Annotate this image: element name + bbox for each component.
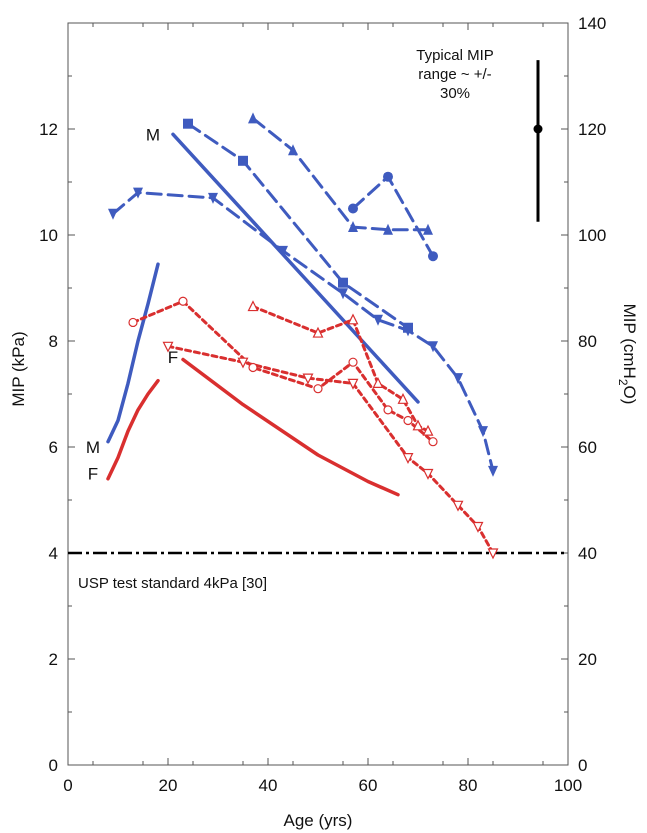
range-note-line: Typical MIP [416, 47, 494, 64]
x-tick-label: 20 [159, 776, 178, 795]
open-triangle-down-marker [237, 357, 249, 369]
reference-line-group: USP test standard 4kPa [30] Typical MIP ra… [68, 47, 568, 592]
y-tick-label: 4 [49, 544, 58, 563]
y2-tick-label: 40 [578, 544, 597, 563]
y-tick-label: 12 [39, 120, 58, 139]
series-line-4 [111, 191, 495, 473]
triangle-up-marker [383, 223, 393, 235]
square-marker [238, 155, 248, 166]
y2-tick-label: 100 [578, 226, 606, 245]
open-circle-marker [128, 317, 138, 328]
y2-tick-label: 20 [578, 650, 597, 669]
triangle-down-marker [108, 208, 118, 220]
series-line-6 [251, 116, 430, 232]
circle-marker [428, 251, 438, 262]
series-line-10 [166, 344, 495, 555]
triangle-up-marker [248, 112, 258, 124]
x-tick-label: 40 [259, 776, 278, 795]
open-circle-marker [348, 357, 358, 367]
y2-axis-title: MIP (cmH2O) [616, 304, 639, 405]
series-line-7 [351, 175, 435, 258]
series-label-m: M [86, 438, 100, 457]
square-marker [338, 277, 348, 288]
series-line-5 [186, 122, 410, 330]
series-label-m: M [146, 125, 160, 144]
triangle-down-marker [133, 187, 143, 199]
open-triangle-down-marker [302, 373, 314, 385]
plot-frame [67, 22, 569, 766]
range-note-line: 30% [440, 85, 470, 102]
y2-tick-label: 140 [578, 14, 606, 33]
open-circle-marker [383, 405, 393, 415]
open-circle-marker [313, 384, 323, 394]
series-line-1 [106, 378, 160, 481]
y-tick-label: 6 [49, 438, 58, 457]
markers-group [108, 112, 499, 560]
open-triangle-up-marker [412, 419, 424, 431]
y-tick-label: 10 [39, 226, 58, 245]
y2-axis-title-sub: 2 [616, 379, 630, 386]
y2-tick-label: 80 [578, 332, 597, 351]
series-line-0 [106, 262, 160, 444]
series-group [106, 116, 495, 555]
open-triangle-up-marker [312, 326, 324, 338]
open-triangle-up-marker [422, 424, 434, 436]
open-triangle-up-marker [397, 392, 409, 404]
y2-tick-label: 0 [578, 756, 587, 775]
x-tick-label: 60 [359, 776, 378, 795]
y-tick-label: 0 [49, 756, 58, 775]
y2-tick-label: 60 [578, 438, 597, 457]
open-triangle-down-marker [422, 468, 434, 480]
open-circle-marker [428, 437, 438, 447]
usp-standard-label: USP test standard 4kPa [30] [78, 575, 267, 592]
series-label-f: F [88, 465, 98, 484]
open-triangle-down-marker [402, 453, 414, 464]
x-axis-title: Age (yrs) [284, 811, 353, 830]
x-tick-label: 80 [459, 776, 478, 795]
triangle-down-marker [373, 314, 383, 326]
square-marker [403, 322, 413, 333]
open-triangle-up-marker [372, 377, 384, 388]
x-tick-label: 0 [63, 776, 72, 795]
open-triangle-up-marker [347, 313, 359, 325]
range-center-point [533, 124, 543, 134]
range-note-line: range ~ +/- [418, 66, 491, 83]
y-tick-label: 2 [49, 650, 58, 669]
triangle-down-marker [428, 341, 438, 353]
y-axis-title: MIP (kPa) [9, 331, 28, 406]
y2-axis-title-end: O) [620, 386, 639, 405]
open-triangle-down-marker [452, 500, 464, 512]
triangle-down-marker [338, 288, 348, 300]
y2-tick-label: 120 [578, 120, 606, 139]
series-label-f: F [168, 348, 178, 367]
open-circle-marker [178, 296, 188, 306]
plot-area-border [67, 22, 569, 766]
series-line-3 [181, 357, 400, 497]
square-marker [183, 118, 193, 129]
triangle-down-marker [453, 373, 463, 385]
open-triangle-up-marker [247, 300, 259, 312]
open-triangle-down-marker [472, 521, 484, 533]
circle-marker [348, 203, 358, 214]
open-triangle-down-marker [162, 341, 174, 353]
triangle-up-marker [423, 223, 433, 235]
y2-axis-title-main: MIP (cmH [620, 304, 639, 379]
x-tick-label: 100 [554, 776, 582, 795]
circle-marker [383, 171, 393, 182]
triangle-up-marker [348, 221, 358, 233]
triangle-down-marker [478, 426, 488, 438]
open-triangle-down-marker [347, 378, 359, 390]
triangle-down-marker [278, 245, 288, 257]
triangle-up-marker [288, 144, 298, 156]
open-circle-marker [248, 362, 258, 373]
open-triangle-down-marker [487, 548, 499, 560]
triangle-down-marker [208, 192, 218, 204]
triangle-down-marker [488, 465, 498, 477]
open-circle-marker [403, 415, 413, 426]
series-line-2 [171, 132, 420, 404]
y-tick-label: 8 [49, 332, 58, 351]
